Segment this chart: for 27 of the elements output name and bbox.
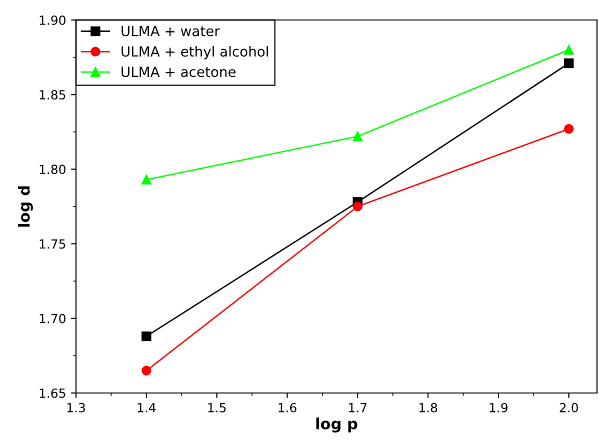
x-tick-label: 1.6 bbox=[278, 402, 296, 412]
point bbox=[142, 331, 152, 342]
x-axis-title: log p bbox=[316, 418, 358, 433]
point bbox=[352, 132, 362, 142]
y-tick-label: 1.90 bbox=[40, 15, 66, 25]
y-axis-title: log d bbox=[18, 186, 33, 227]
point bbox=[564, 58, 574, 68]
legend-label: ULMA + water bbox=[122, 26, 220, 36]
legend-label: ULMA + acetone bbox=[122, 66, 236, 78]
x-tick-label: 1.3 bbox=[67, 402, 85, 412]
point bbox=[564, 124, 574, 134]
y-tick-label: 1.70 bbox=[40, 314, 66, 324]
x-tick-label: 1.8 bbox=[419, 402, 438, 412]
y-tick-label: 1.65 bbox=[40, 388, 66, 398]
point bbox=[564, 44, 574, 55]
x-tick-label: 1.5 bbox=[208, 403, 226, 412]
y-tick-label: 1.75 bbox=[40, 239, 66, 249]
point bbox=[142, 174, 152, 185]
x-tick-label: 1.7 bbox=[349, 403, 366, 412]
point bbox=[352, 202, 362, 212]
y-tick-label: 1.85 bbox=[40, 90, 66, 100]
x-tick-label: 1.4 bbox=[138, 403, 156, 412]
x-tick-label: 2.0 bbox=[560, 402, 578, 412]
x-tick-label: 1.9 bbox=[490, 402, 508, 412]
y-tick-label: 1.80 bbox=[40, 164, 66, 174]
legend-label: ULMA + ethyl alcohol bbox=[122, 46, 268, 60]
point bbox=[142, 366, 152, 376]
